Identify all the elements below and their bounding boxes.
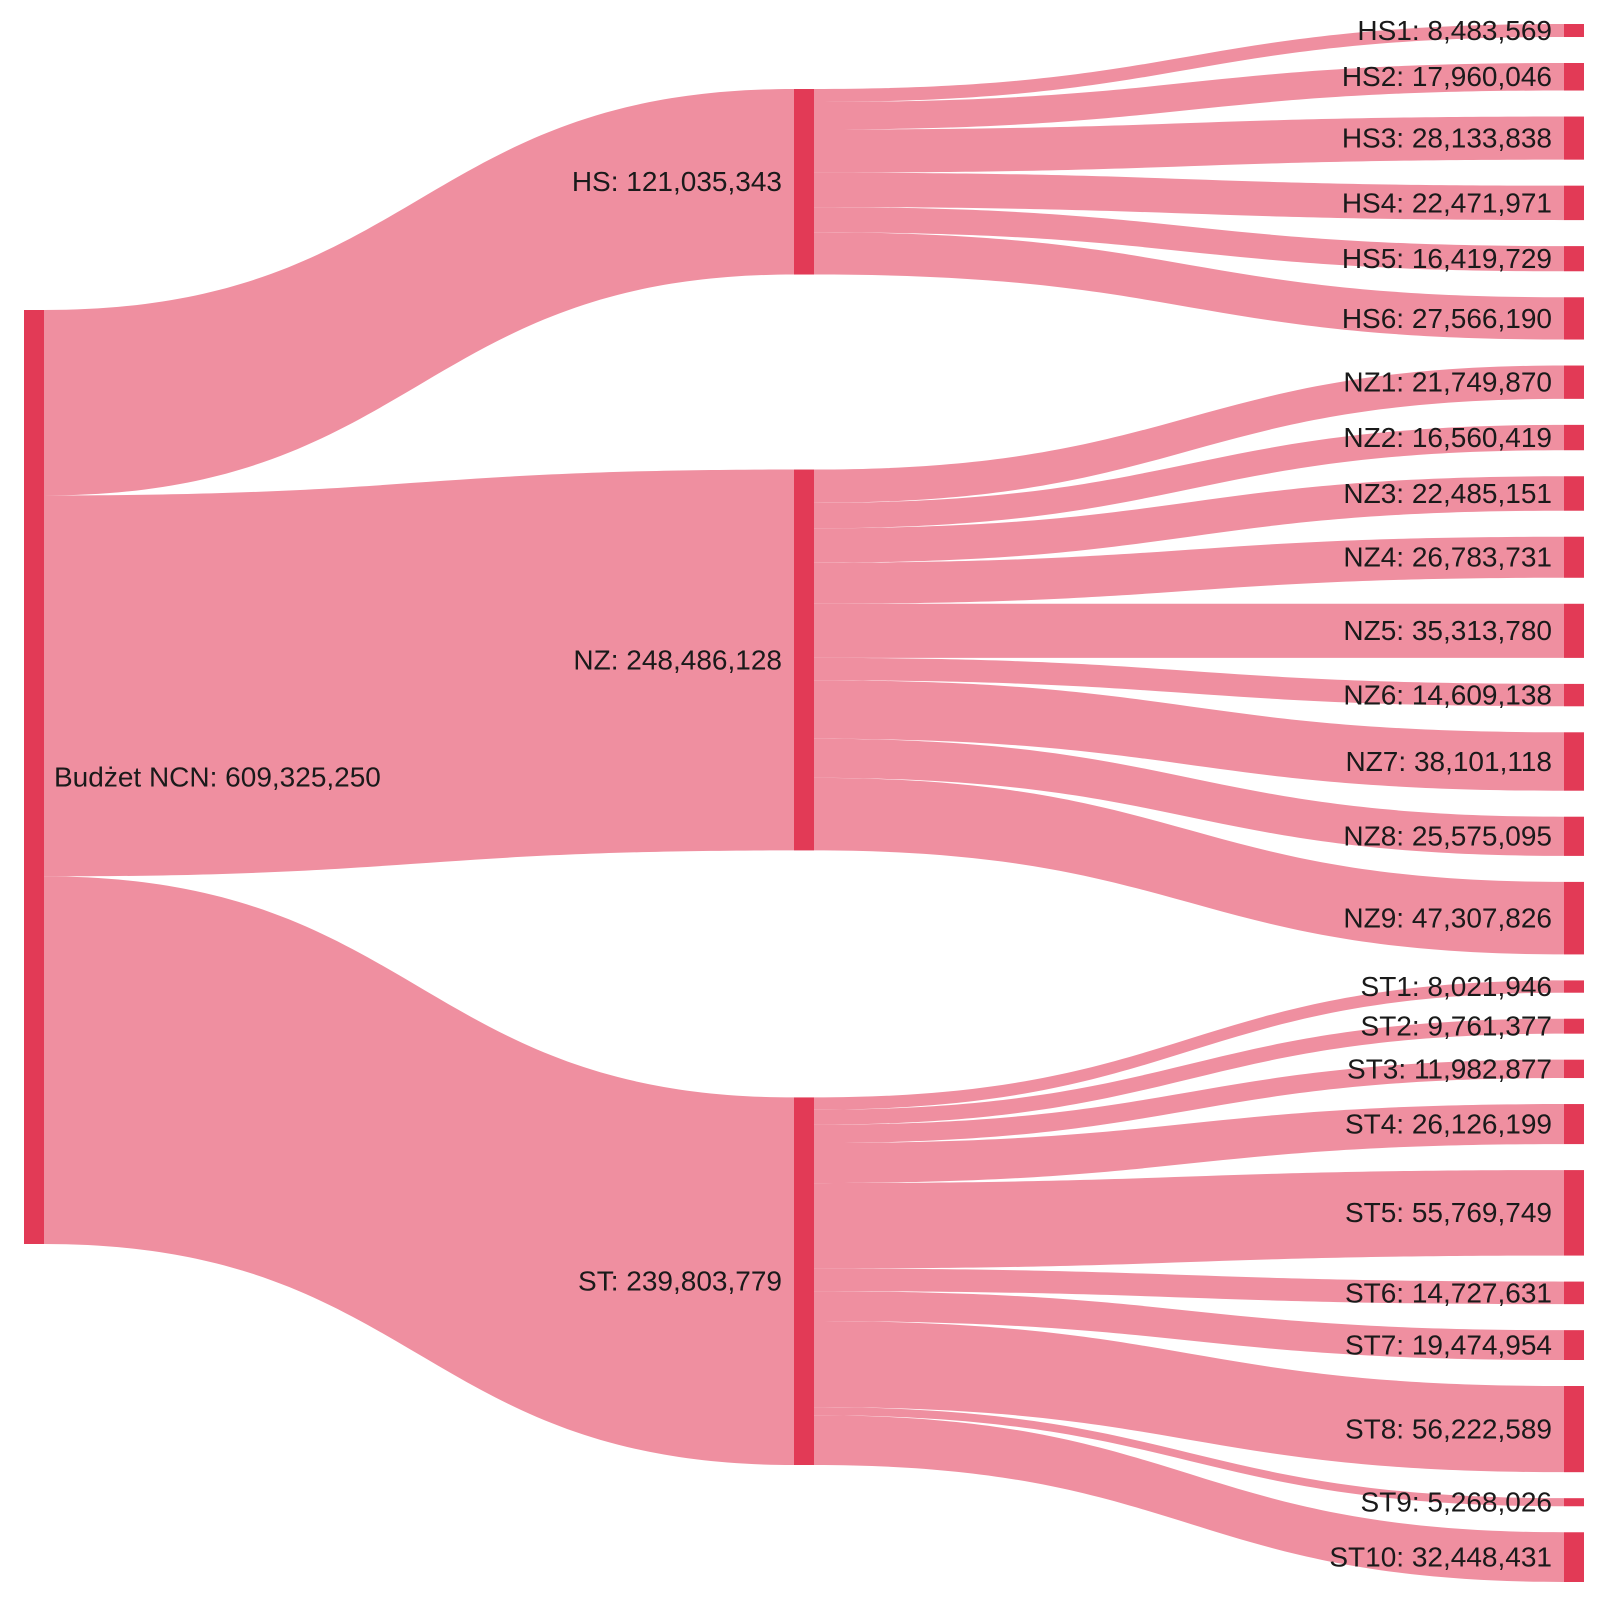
node-root[interactable] <box>24 310 44 1244</box>
node-label-st7: ST7: 19,474,954 <box>1345 1329 1552 1360</box>
node-label-nz3: NZ3: 22,485,151 <box>1343 478 1552 509</box>
node-label-st10: ST10: 32,448,431 <box>1329 1542 1552 1573</box>
node-label-hs: HS: 121,035,343 <box>572 166 782 197</box>
node-hs6[interactable] <box>1564 297 1584 340</box>
link-nz-nz6[interactable] <box>814 657 1564 707</box>
node-label-st2: ST2: 9,761,377 <box>1361 1011 1552 1042</box>
node-label-st4: ST4: 26,126,199 <box>1345 1108 1552 1139</box>
link-st-st10[interactable] <box>814 1415 1564 1582</box>
link-nz-nz5[interactable] <box>814 603 1564 658</box>
node-label-hs3: HS3: 28,133,838 <box>1342 122 1552 153</box>
node-st5[interactable] <box>1564 1170 1584 1256</box>
link-hs-hs5[interactable] <box>814 207 1564 272</box>
node-label-hs4: HS4: 22,471,971 <box>1342 187 1552 218</box>
node-hs[interactable] <box>794 89 814 275</box>
node-st6[interactable] <box>1564 1281 1584 1305</box>
node-st4[interactable] <box>1564 1104 1584 1145</box>
link-nz-nz1[interactable] <box>814 365 1564 503</box>
node-label-nz8: NZ8: 25,575,095 <box>1343 821 1552 852</box>
node-nz8[interactable] <box>1564 816 1584 856</box>
node-label-nz5: NZ5: 35,313,780 <box>1343 615 1552 646</box>
node-label-st1: ST1: 8,021,946 <box>1361 971 1552 1002</box>
link-nz-nz3[interactable] <box>814 476 1564 563</box>
node-nz7[interactable] <box>1564 732 1584 791</box>
node-label-nz1: NZ1: 21,749,870 <box>1343 367 1552 398</box>
node-nz1[interactable] <box>1564 365 1584 399</box>
node-hs1[interactable] <box>1564 24 1584 38</box>
node-nz4[interactable] <box>1564 536 1584 578</box>
link-nz-nz2[interactable] <box>814 424 1564 529</box>
node-nz3[interactable] <box>1564 476 1584 511</box>
node-label-nz: NZ: 248,486,128 <box>573 644 782 675</box>
link-root-hs[interactable] <box>44 89 794 496</box>
node-hs4[interactable] <box>1564 185 1584 221</box>
link-st-st9[interactable] <box>814 1407 1564 1507</box>
link-st-st3[interactable] <box>814 1059 1564 1144</box>
node-label-st: ST: 239,803,779 <box>578 1266 782 1297</box>
node-label-hs1: HS1: 8,483,569 <box>1357 15 1552 46</box>
link-st-st7[interactable] <box>814 1291 1564 1361</box>
links-layer <box>44 24 1564 1582</box>
link-hs-hs3[interactable] <box>814 116 1564 173</box>
link-st-st1[interactable] <box>814 980 1564 1110</box>
node-nz9[interactable] <box>1564 881 1584 955</box>
node-hs5[interactable] <box>1564 246 1584 272</box>
node-st10[interactable] <box>1564 1532 1584 1582</box>
node-label-st8: ST8: 56,222,589 <box>1345 1413 1552 1444</box>
link-hs-hs2[interactable] <box>814 63 1564 130</box>
link-nz-nz4[interactable] <box>814 536 1564 604</box>
node-hs3[interactable] <box>1564 116 1584 160</box>
node-st7[interactable] <box>1564 1330 1584 1361</box>
node-nz[interactable] <box>794 469 814 851</box>
link-st-st4[interactable] <box>814 1104 1564 1184</box>
node-nz6[interactable] <box>1564 683 1584 707</box>
node-label-st6: ST6: 14,727,631 <box>1345 1277 1552 1308</box>
node-st9[interactable] <box>1564 1498 1584 1507</box>
node-label-st5: ST5: 55,769,749 <box>1345 1197 1552 1228</box>
node-label-nz6: NZ6: 14,609,138 <box>1343 679 1552 710</box>
node-label-nz2: NZ2: 16,560,419 <box>1343 422 1552 453</box>
node-st1[interactable] <box>1564 980 1584 993</box>
link-root-nz[interactable] <box>44 469 794 877</box>
link-st-st8[interactable] <box>814 1321 1564 1473</box>
node-label-hs2: HS2: 17,960,046 <box>1342 61 1552 92</box>
node-label-nz4: NZ4: 26,783,731 <box>1343 542 1552 573</box>
node-st[interactable] <box>794 1097 814 1465</box>
link-st-st6[interactable] <box>814 1268 1564 1305</box>
link-nz-nz8[interactable] <box>814 738 1564 856</box>
node-nz2[interactable] <box>1564 424 1584 451</box>
node-label-st9: ST9: 5,268,026 <box>1361 1487 1552 1518</box>
node-hs2[interactable] <box>1564 63 1584 91</box>
link-hs-hs4[interactable] <box>814 172 1564 221</box>
link-st-st5[interactable] <box>814 1170 1564 1269</box>
link-nz-nz9[interactable] <box>814 777 1564 955</box>
node-st8[interactable] <box>1564 1386 1584 1473</box>
node-label-hs6: HS6: 27,566,190 <box>1342 303 1552 334</box>
link-st-st2[interactable] <box>814 1018 1564 1125</box>
node-label-hs5: HS5: 16,419,729 <box>1342 243 1552 274</box>
link-root-st[interactable] <box>44 876 794 1465</box>
node-label-nz7: NZ7: 38,101,118 <box>1345 746 1552 777</box>
link-nz-nz7[interactable] <box>814 680 1564 791</box>
node-st3[interactable] <box>1564 1059 1584 1079</box>
node-label-root: Budżet NCN: 609,325,250 <box>54 761 381 792</box>
node-label-nz9: NZ9: 47,307,826 <box>1343 903 1552 934</box>
node-st2[interactable] <box>1564 1018 1584 1034</box>
labels-layer: Budżet NCN: 609,325,250 HS: 121,035,343 NZ… <box>54 15 1552 1573</box>
node-label-st3: ST3: 11,982,877 <box>1347 1053 1552 1084</box>
nodes-layer <box>24 24 1584 1582</box>
link-hs-hs6[interactable] <box>814 232 1564 340</box>
node-nz5[interactable] <box>1564 603 1584 658</box>
link-hs-hs1[interactable] <box>814 24 1564 103</box>
